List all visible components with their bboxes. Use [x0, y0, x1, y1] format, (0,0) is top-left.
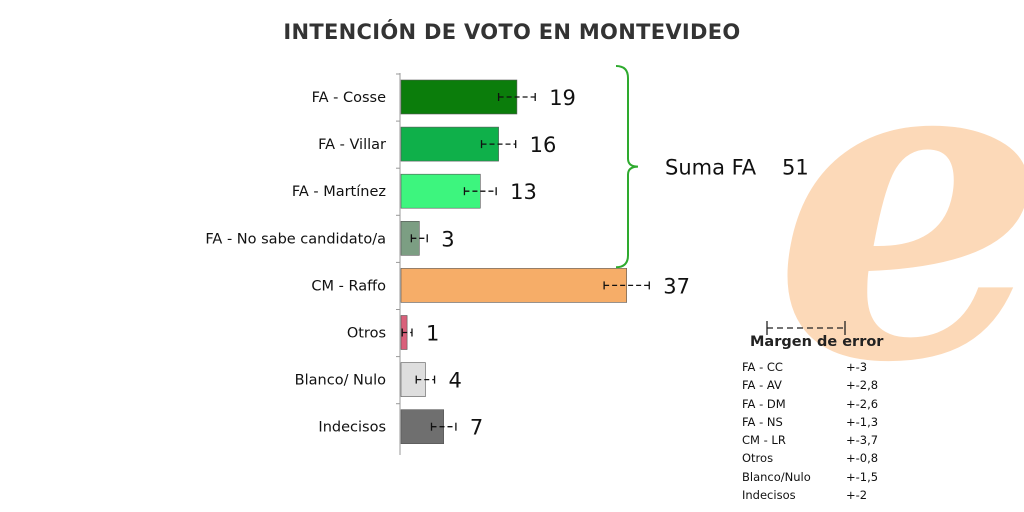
data-label: 3 — [441, 227, 454, 251]
margin-of-error-title: Margen de error — [750, 334, 884, 350]
moe-label: FA - AV — [742, 378, 782, 393]
bar — [400, 362, 426, 397]
error-bar — [603, 281, 650, 290]
category-label: FA - Martínez — [292, 184, 386, 200]
error-bar — [415, 375, 436, 384]
error-bar — [401, 328, 413, 337]
data-label: 4 — [449, 369, 462, 393]
margin-of-error-row: FA - DM +-2,6 — [742, 395, 896, 413]
bracket-line — [615, 65, 639, 269]
suma-fa-bracket: Suma FA 51 — [615, 65, 809, 269]
data-label: 19 — [549, 86, 576, 110]
moe-label: Indecisos — [742, 488, 796, 503]
error-bar — [480, 140, 517, 149]
bar — [400, 268, 627, 303]
data-label: 7 — [470, 416, 483, 440]
error-bar — [463, 187, 497, 196]
margin-of-error-row: Otros +-0,8 — [742, 449, 896, 467]
watermark-logo: e — [773, 0, 1024, 457]
error-bar — [430, 422, 457, 431]
moe-value: +-2 — [846, 488, 868, 503]
category-label: Indecisos — [318, 420, 386, 436]
moe-label: Blanco/Nulo — [742, 469, 811, 484]
moe-label: Otros — [742, 451, 774, 466]
category-label: FA - Villar — [318, 137, 386, 153]
moe-value: +-2,6 — [846, 396, 879, 411]
margin-of-error-row: FA - NS +-1,3 — [742, 413, 896, 431]
moe-label: FA - CC — [742, 360, 783, 374]
error-bar — [410, 234, 428, 243]
data-label: 1 — [426, 322, 439, 346]
error-bar — [497, 93, 536, 101]
moe-value: +-1,3 — [846, 414, 879, 429]
moe-value: +-2,8 — [846, 378, 879, 393]
moe-value: +-3 — [846, 360, 868, 374]
chart-title: INTENCIÓN DE VOTO EN MONTEVIDEO — [283, 20, 741, 44]
margin-of-error-row: FA - AV +-2,8 — [742, 376, 896, 394]
category-label: Blanco/ Nulo — [295, 373, 386, 389]
category-label: Otros — [347, 326, 386, 342]
moe-value: +-1,5 — [846, 469, 879, 484]
category-label: FA - Cosse — [312, 90, 386, 106]
moe-value: +-3,7 — [846, 433, 879, 448]
margin-of-error-row: Blanco/Nulo +-1,5 — [742, 468, 896, 486]
moe-value: +-0,8 — [846, 451, 879, 466]
bar — [400, 409, 445, 445]
margin-of-error-row: CM - LR +-3,7 — [742, 431, 896, 449]
moe-label: CM - LR — [742, 433, 786, 448]
data-label: 16 — [530, 133, 557, 157]
margin-of-error-table: FA - CC +-3 FA - AV +-2,8 FA - DM +-2,6 FA - N… — [742, 358, 896, 504]
bar — [400, 221, 420, 256]
suma-fa-value: 51 — [782, 156, 809, 180]
suma-fa-label: Suma FA — [665, 156, 757, 180]
margin-of-error-row: Indecisos +-2 — [742, 486, 896, 504]
moe-label: FA - DM — [742, 396, 786, 411]
data-label: 37 — [663, 274, 690, 298]
moe-label: FA - NS — [742, 414, 783, 429]
margin-of-error-row: FA - CC +-3 — [742, 358, 896, 376]
data-label: 13 — [510, 180, 537, 204]
category-label: FA - No sabe candidato/a — [205, 231, 386, 247]
category-label: CM - Raffo — [311, 278, 386, 294]
error-margin-legend-symbol — [766, 321, 846, 335]
